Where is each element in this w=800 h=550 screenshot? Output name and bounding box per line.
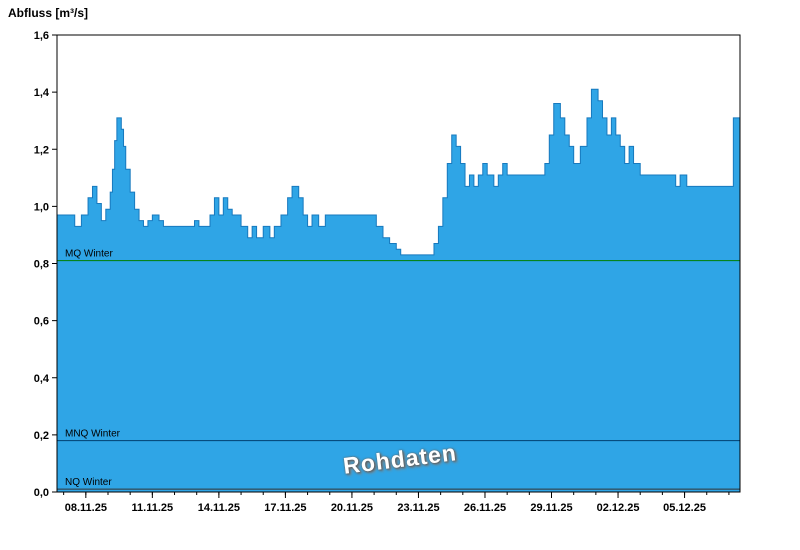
x-tick-label: 23.11.25	[397, 502, 439, 514]
nq-winter-label: NQ Winter	[65, 477, 112, 488]
y-axis-title: Abfluss [m³/s]	[8, 6, 89, 20]
y-tick-label: 0,0	[34, 487, 49, 499]
x-tick-label: 02.12.25	[597, 502, 640, 514]
x-tick-label: 20.11.25	[331, 502, 373, 514]
mq-winter-label: MQ Winter	[65, 249, 113, 260]
x-tick-label: 26.11.25	[464, 502, 506, 514]
y-tick-label: 0,8	[34, 259, 49, 271]
mnq-winter-label: MNQ Winter	[65, 429, 121, 440]
y-tick-label: 0,4	[34, 373, 50, 385]
x-tick-label: 14.11.25	[198, 502, 240, 514]
x-tick-label: 17.11.25	[264, 502, 306, 514]
x-tick-label: 29.11.25	[530, 502, 572, 514]
y-tick-label: 1,4	[34, 87, 50, 99]
x-tick-label: 05.12.25	[663, 502, 706, 514]
x-tick-label: 08.11.25	[65, 502, 107, 514]
x-tick-label: 11.11.25	[132, 502, 174, 514]
y-tick-label: 0,2	[34, 430, 49, 442]
y-tick-label: 1,6	[34, 30, 49, 42]
y-tick-label: 1,0	[34, 201, 49, 213]
y-tick-label: 0,6	[34, 316, 49, 328]
y-tick-label: 1,2	[34, 144, 49, 156]
discharge-area-series	[56, 88, 741, 493]
